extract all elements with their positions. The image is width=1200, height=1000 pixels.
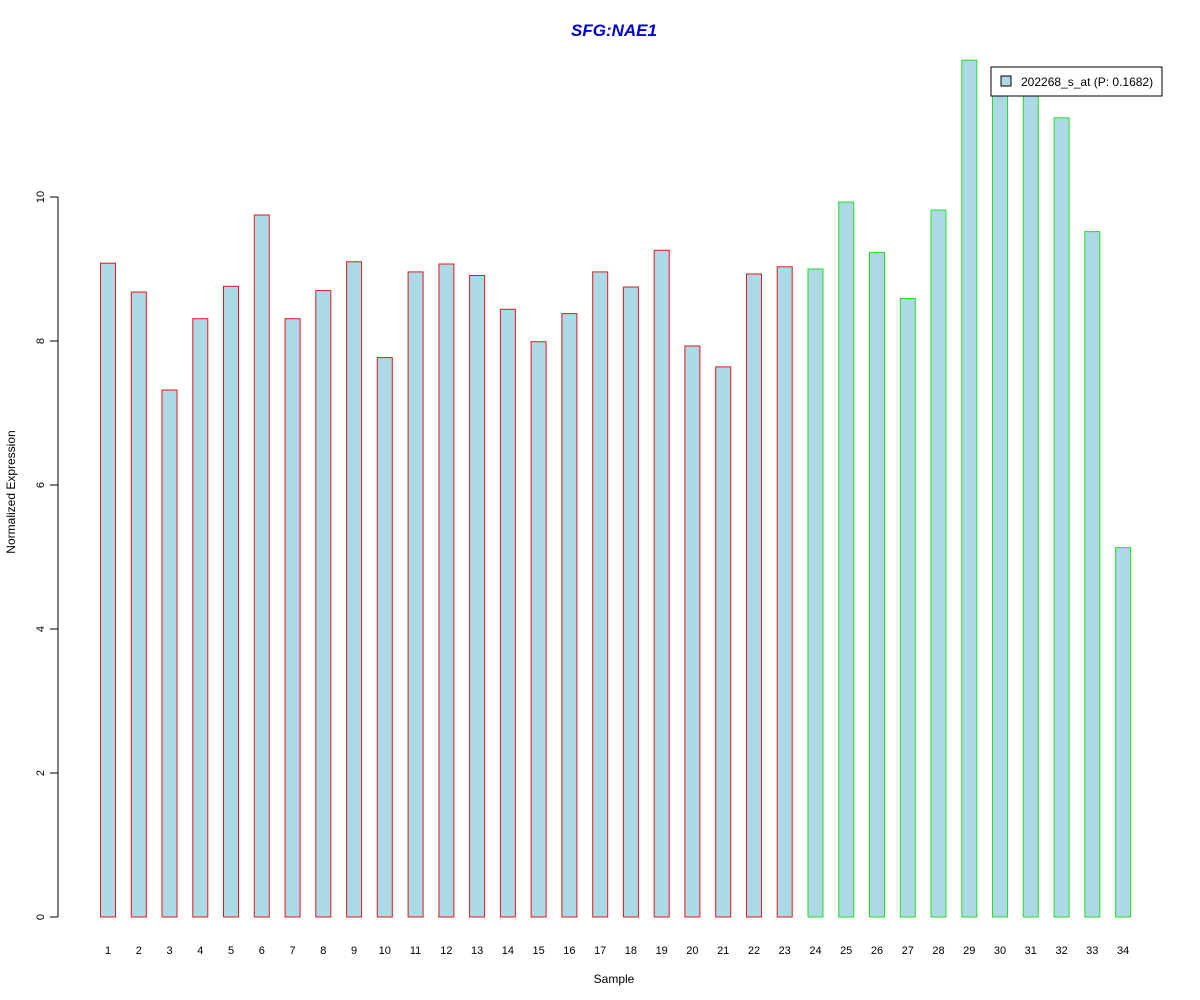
bar-sample-2 — [130, 291, 147, 918]
bar-sample-9 — [346, 261, 363, 918]
bar-sample-5 — [223, 285, 239, 918]
bar-sample-33 — [1084, 231, 1101, 918]
bar-sample-34 — [1115, 547, 1132, 918]
bar-sample-28 — [930, 209, 947, 918]
x-tick-label: 6 — [259, 945, 265, 957]
bar-sample-27 — [899, 298, 916, 918]
x-tick-label: 33 — [1086, 945, 1098, 957]
x-tick-label: 1 — [105, 945, 111, 957]
bar-sample-32 — [1053, 117, 1070, 918]
x-tick-label: 5 — [228, 945, 234, 957]
bar-sample-1 — [100, 262, 116, 918]
x-tick-label: 20 — [686, 945, 698, 957]
bar-sample-31 — [1022, 92, 1039, 918]
bars — [100, 59, 1132, 918]
legend-label: 202268_s_at (P: 0.1682) — [1021, 75, 1153, 89]
bar-sample-14 — [499, 308, 516, 918]
legend: 202268_s_at (P: 0.1682) — [990, 66, 1163, 97]
bar-sample-25 — [838, 201, 855, 918]
x-tick-label: 15 — [532, 945, 544, 957]
x-tick-label: 23 — [779, 945, 791, 957]
x-tick-label: 18 — [625, 945, 637, 957]
y-axis: 0 2 4 6 8 10 — [35, 191, 59, 920]
bar-sample-29 — [961, 59, 978, 918]
bar-sample-21 — [715, 366, 732, 918]
x-tick-label: 27 — [902, 945, 914, 957]
bar-sample-22 — [746, 273, 762, 918]
x-tick-label: 29 — [963, 945, 975, 957]
bar-sample-20 — [684, 345, 701, 918]
y-axis-label: Normalized Expression — [4, 430, 18, 553]
legend-box — [990, 66, 1163, 97]
bar-sample-17 — [592, 271, 609, 918]
bar-sample-18 — [622, 286, 639, 918]
legend-swatch — [1000, 75, 1012, 87]
x-tick-label: 13 — [471, 945, 483, 957]
x-tick-label: 21 — [717, 945, 729, 957]
x-axis: 1 2 3 4 5 6 7 8 9 10 11 12 13 14 15 16 17 18 19 20 21 22 23 24 2… — [105, 945, 1129, 957]
bar-sample-19 — [653, 249, 670, 918]
bar-sample-12 — [438, 263, 455, 918]
y-tick-label: 2 — [35, 770, 47, 776]
x-tick-label: 32 — [1055, 945, 1067, 957]
x-tick-label: 24 — [809, 945, 821, 957]
x-tick-label: 30 — [994, 945, 1006, 957]
bar-sample-11 — [407, 271, 424, 918]
x-tick-label: 17 — [594, 945, 606, 957]
y-tick-label: 0 — [35, 914, 47, 920]
x-tick-label: 19 — [656, 945, 668, 957]
x-tick-label: 14 — [502, 945, 514, 957]
bar-sample-16 — [561, 313, 578, 918]
x-axis-label: Sample — [594, 972, 635, 986]
bar-sample-3 — [161, 389, 178, 918]
bar-sample-10 — [376, 357, 393, 918]
y-tick-label: 8 — [35, 338, 47, 344]
x-tick-label: 2 — [136, 945, 142, 957]
bar-sample-6 — [253, 214, 270, 918]
x-tick-label: 31 — [1025, 945, 1037, 957]
bar-sample-26 — [869, 251, 885, 918]
x-tick-label: 9 — [351, 945, 357, 957]
x-tick-label: 7 — [290, 945, 296, 957]
y-tick-label: 6 — [35, 482, 47, 488]
x-tick-label: 3 — [166, 945, 172, 957]
bar-sample-23 — [776, 266, 793, 918]
x-tick-label: 26 — [871, 945, 883, 957]
x-tick-label: 16 — [563, 945, 575, 957]
bar-sample-13 — [469, 275, 486, 918]
x-tick-label: 25 — [840, 945, 852, 957]
y-tick-label: 10 — [35, 191, 47, 203]
x-tick-label: 11 — [410, 945, 421, 957]
x-tick-label: 28 — [932, 945, 944, 957]
bar-sample-7 — [284, 318, 301, 918]
x-tick-label: 12 — [440, 945, 452, 957]
x-tick-label: 10 — [379, 945, 391, 957]
x-tick-label: 34 — [1117, 945, 1129, 957]
x-tick-label: 4 — [197, 945, 203, 957]
x-tick-label: 8 — [320, 945, 326, 957]
bar-sample-24 — [807, 268, 824, 918]
chart-title: SFG:NAE1 — [571, 21, 657, 40]
bar-sample-15 — [530, 341, 547, 918]
bar-sample-30 — [992, 88, 1008, 918]
bar-sample-8 — [315, 290, 332, 918]
bar-sample-4 — [192, 318, 209, 918]
x-tick-label: 22 — [748, 945, 760, 957]
y-tick-label: 4 — [35, 626, 47, 632]
